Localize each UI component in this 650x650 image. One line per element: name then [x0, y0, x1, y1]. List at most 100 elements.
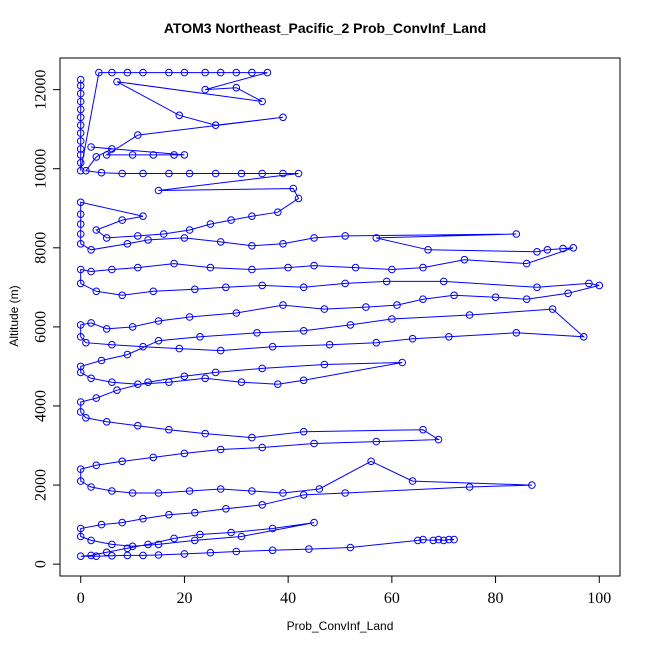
data-point: [222, 505, 230, 513]
data-point: [398, 358, 407, 367]
data-point: [102, 234, 111, 242]
data-point: [92, 461, 101, 470]
data-point: [108, 68, 116, 77]
data-point: [310, 439, 318, 448]
data-point: [118, 518, 126, 527]
data-point: [128, 489, 137, 497]
data-point: [87, 551, 95, 560]
data-point: [393, 301, 401, 309]
data-point: [237, 169, 246, 178]
data-point: [180, 151, 189, 159]
data-point: [87, 374, 95, 383]
data-point: [543, 246, 552, 254]
data-point: [522, 295, 531, 304]
data-point: [108, 145, 116, 153]
data-point: [139, 68, 147, 77]
data-point: [134, 131, 142, 139]
data-point: [139, 212, 147, 220]
data-point: [108, 378, 116, 387]
data-point: [439, 277, 448, 286]
data-point: [180, 449, 189, 458]
data-point: [206, 263, 215, 272]
data-point: [92, 287, 101, 296]
data-point: [76, 121, 85, 129]
data-point: [191, 508, 199, 517]
data-point: [154, 540, 163, 549]
data-point: [258, 501, 267, 509]
data-point: [346, 543, 355, 552]
data-point: [279, 489, 287, 497]
data-point: [134, 263, 142, 272]
data-point: [76, 166, 85, 175]
data-point: [299, 376, 308, 385]
data-point: [579, 333, 588, 341]
data-point: [123, 350, 132, 359]
data-point: [102, 418, 111, 426]
data-point: [76, 398, 85, 406]
data-point: [372, 234, 381, 242]
data-point: [118, 216, 126, 224]
data-point: [533, 283, 541, 292]
data-point: [76, 151, 85, 159]
data-point: [82, 166, 90, 175]
data-point: [175, 111, 184, 120]
data-point: [92, 552, 101, 561]
data-point: [232, 547, 241, 556]
data-point: [97, 520, 106, 529]
data-point: [419, 425, 427, 434]
data-point: [439, 536, 448, 545]
y-tick-label: 8000: [33, 232, 50, 264]
data-point: [76, 279, 85, 288]
data-point: [139, 551, 147, 560]
data-point: [134, 421, 142, 430]
data-point: [414, 536, 422, 545]
data-point: [108, 487, 116, 495]
data-point: [559, 244, 567, 253]
data-point: [284, 263, 292, 272]
x-tick-label: 60: [384, 590, 400, 607]
data-point: [154, 489, 163, 497]
data-point: [76, 265, 85, 274]
data-point: [465, 483, 474, 491]
data-point: [76, 477, 85, 485]
data-point: [128, 151, 137, 159]
data-point: [180, 68, 189, 77]
data-point: [76, 532, 85, 541]
data-point: [170, 259, 178, 268]
data-point: [211, 169, 220, 178]
data-point: [569, 244, 578, 252]
data-point: [299, 491, 308, 499]
data-point: [232, 83, 241, 92]
data-point: [159, 230, 168, 238]
data-point: [450, 291, 458, 300]
x-tick-label: 100: [587, 590, 611, 607]
data-point: [76, 210, 85, 218]
data-point: [123, 68, 132, 77]
data-point: [128, 323, 137, 331]
data-point: [279, 169, 287, 178]
data-point: [170, 534, 178, 543]
data-point: [92, 394, 101, 402]
data-point: [185, 226, 194, 234]
data-point: [180, 234, 189, 242]
data-point: [341, 232, 350, 240]
y-axis: 0 2000 4000 6000 8000 10000 12000: [33, 70, 61, 568]
data-point: [315, 485, 324, 493]
data-point: [149, 151, 158, 159]
x-axis-label: Prob_ConvInf_Land: [286, 619, 394, 633]
data-point: [154, 551, 163, 559]
x-tick-label: 0: [77, 590, 85, 607]
data-point: [76, 159, 85, 167]
x-tick-label: 80: [488, 590, 504, 607]
data-point: [76, 333, 85, 341]
data-point: [382, 277, 391, 286]
data-point: [180, 550, 189, 558]
data-point: [118, 169, 126, 178]
data-point: [211, 368, 220, 377]
data-point: [434, 535, 443, 544]
data-point: [92, 226, 101, 234]
y-tick-label: 12000: [33, 70, 50, 110]
y-tick-label: 4000: [33, 390, 50, 422]
data-point: [144, 378, 152, 387]
